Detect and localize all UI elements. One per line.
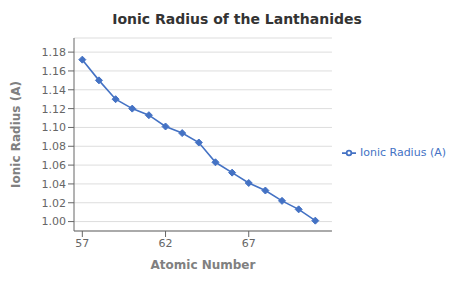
- svg-text:1.04: 1.04: [42, 178, 67, 191]
- svg-text:1.16: 1.16: [42, 65, 67, 78]
- svg-text:Ionic Radius (A): Ionic Radius (A): [9, 81, 23, 188]
- svg-text:Atomic Number: Atomic Number: [151, 258, 256, 272]
- svg-text:1.12: 1.12: [42, 103, 67, 116]
- svg-text:62: 62: [159, 237, 173, 250]
- svg-text:1.10: 1.10: [42, 121, 67, 134]
- svg-text:67: 67: [242, 237, 256, 250]
- svg-text:1.00: 1.00: [42, 215, 67, 228]
- svg-text:57: 57: [75, 237, 89, 250]
- svg-text:1.06: 1.06: [42, 159, 67, 172]
- svg-text:1.14: 1.14: [42, 84, 67, 97]
- html-text:Ionic Radius of the Lanthanide: Ionic Radius of the Lanthanides: [112, 11, 362, 27]
- html-text:Ionic Radius (A): Ionic Radius (A): [360, 145, 446, 159]
- svg-text:1.08: 1.08: [42, 140, 67, 153]
- svg-text:1.02: 1.02: [42, 197, 67, 210]
- svg-text:1.18: 1.18: [42, 46, 67, 59]
